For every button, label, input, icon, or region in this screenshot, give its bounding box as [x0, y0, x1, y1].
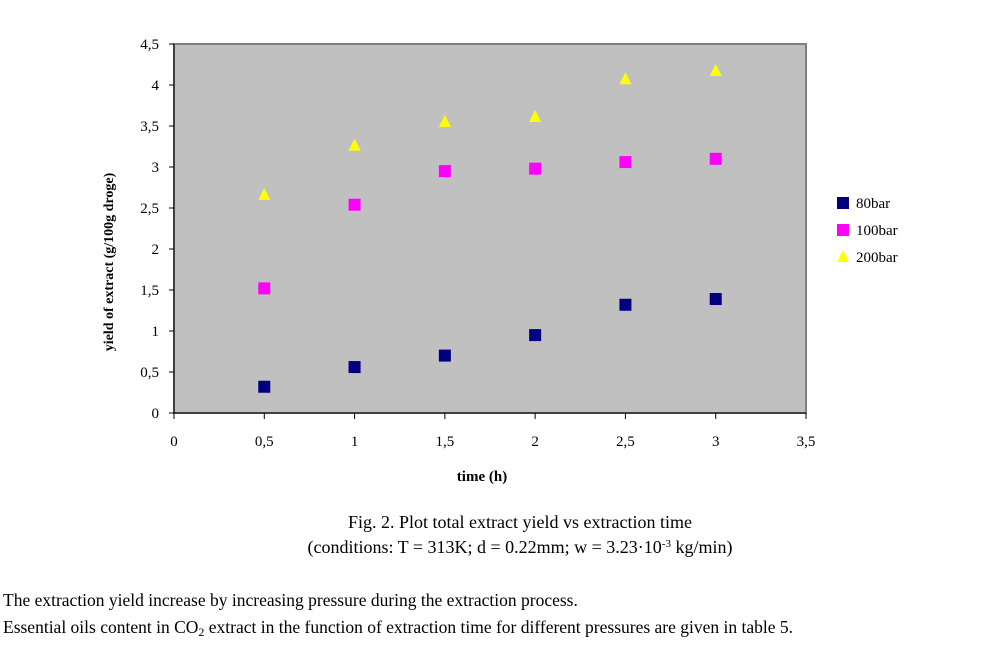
data-point-100bar: [258, 282, 271, 295]
data-point-80bar: [529, 329, 542, 342]
data-point-80bar: [709, 293, 722, 306]
y-tick-label: 0,5: [140, 365, 159, 381]
y-tick-label: 3,5: [140, 119, 159, 135]
data-point-200bar: [709, 64, 722, 77]
data-point-200bar: [438, 114, 451, 127]
y-tick-label: 4,5: [140, 37, 159, 53]
body-paragraph-line2: Essential oils content in CO2 extract in…: [3, 617, 793, 638]
caption-text-end: kg/min): [670, 537, 733, 557]
data-point-100bar: [348, 198, 361, 211]
data-point-200bar: [348, 138, 361, 151]
plot-area: [173, 43, 807, 414]
legend-marker-200bar: [837, 250, 849, 262]
caption-exponent: -3: [661, 538, 671, 550]
y-tick-label: 1: [152, 324, 160, 340]
data-point-80bar: [619, 298, 632, 311]
y-tick-label: 2: [152, 242, 160, 258]
body-text-end: extract in the function of extraction ti…: [204, 617, 794, 637]
data-point-200bar: [529, 109, 542, 122]
x-tick-label: 3,5: [797, 434, 816, 450]
legend-label-100bar: 100bar: [856, 223, 898, 239]
legend-marker-100bar: [837, 224, 849, 236]
y-tick-label: 3: [152, 160, 160, 176]
y-axis-label: yield of extract (g/100g droge): [102, 172, 117, 351]
data-point-200bar: [258, 187, 271, 200]
legend-label-200bar: 200bar: [856, 250, 898, 266]
x-tick-label: 3: [712, 434, 720, 450]
data-point-80bar: [348, 361, 361, 374]
x-tick-label: 2: [531, 434, 539, 450]
x-tick-label: 0,5: [255, 434, 274, 450]
data-point-200bar: [619, 72, 632, 85]
caption-text: (conditions: T = 313K; d = 0.22mm; w = 3…: [307, 537, 662, 557]
data-point-100bar: [529, 162, 542, 175]
x-tick-label: 1,5: [435, 434, 454, 450]
y-tick-label: 1,5: [140, 283, 159, 299]
body-text: Essential oils content in CO: [3, 617, 199, 637]
data-point-80bar: [438, 349, 451, 362]
figure-caption-line2: (conditions: T = 313K; d = 0.22mm; w = 3…: [0, 537, 990, 558]
x-tick-label: 0: [170, 434, 178, 450]
x-tick-label: 1: [351, 434, 359, 450]
data-point-100bar: [438, 165, 451, 178]
x-tick-label: 2,5: [616, 434, 635, 450]
legend-label-80bar: 80bar: [856, 196, 890, 212]
y-tick-label: 4: [152, 78, 160, 94]
data-point-100bar: [709, 152, 722, 165]
data-point-100bar: [619, 156, 632, 169]
x-axis-label: time (h): [457, 469, 507, 485]
y-tick-label: 2,5: [140, 201, 159, 217]
body-subscript: 2: [198, 625, 205, 639]
legend-marker-80bar: [837, 197, 849, 209]
y-tick-label: 0: [152, 406, 160, 422]
body-paragraph-line1: The extraction yield increase by increas…: [3, 590, 578, 610]
figure-caption-line1: Fig. 2. Plot total extract yield vs extr…: [348, 512, 692, 532]
data-point-80bar: [258, 380, 271, 393]
